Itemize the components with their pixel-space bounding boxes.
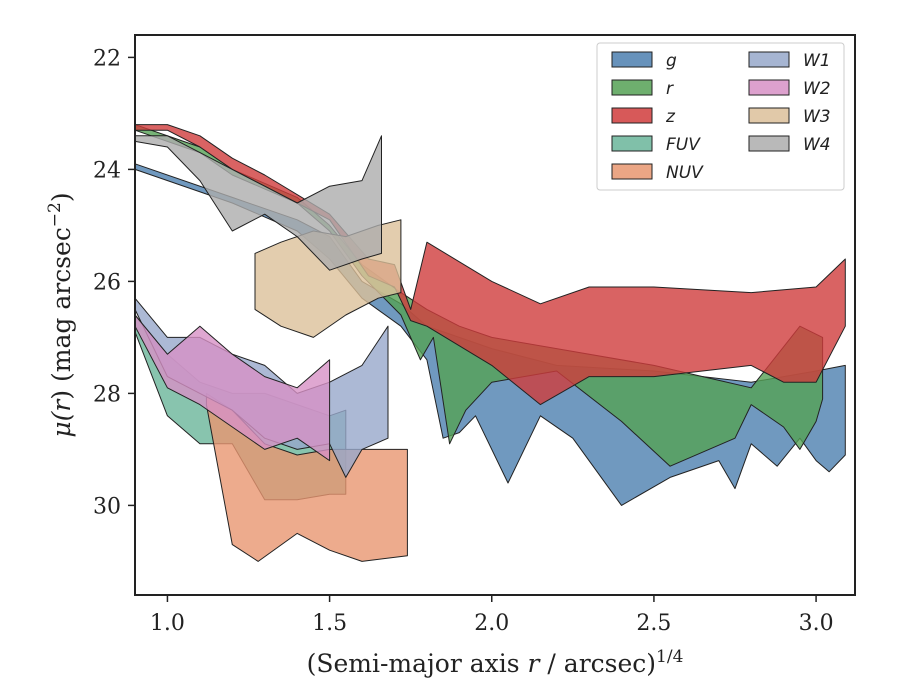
- legend-label: g: [666, 51, 677, 71]
- legend-item-z: z: [611, 107, 676, 127]
- legend-item-g: g: [611, 51, 677, 71]
- legend-label: W3: [803, 107, 831, 127]
- legend-item-w1: W1: [748, 51, 831, 71]
- legend-label: W4: [803, 135, 831, 155]
- legend-swatch: [611, 135, 653, 152]
- legend-item-nuv: NUV: [611, 163, 704, 183]
- y-tick-label: 28: [93, 382, 121, 407]
- legend-swatch: [748, 107, 790, 124]
- legend-item-w2: W2: [748, 79, 831, 99]
- legend-label: NUV: [666, 163, 704, 183]
- x-axis-ticks: 1.0 1.5 2.0 2.5 3.0: [150, 595, 834, 636]
- legend-item-w3: W3: [748, 107, 831, 127]
- x-tick-label: 1.5: [312, 611, 347, 636]
- plot-frame: [134, 34, 856, 596]
- legend-swatch: [748, 135, 790, 152]
- legend-swatch: [748, 79, 790, 96]
- legend-swatch: [611, 51, 653, 68]
- y-axis-label: μ(r) (mag arcsec−2): [45, 192, 76, 437]
- band-w2: [134, 314, 331, 462]
- data-bands: [134, 124, 846, 562]
- legend-label: W1: [803, 51, 831, 71]
- y-tick-label: 30: [93, 494, 121, 519]
- y-tick-label: 26: [93, 270, 121, 295]
- legend-swatch: [611, 163, 653, 180]
- band-w4: [134, 135, 382, 271]
- band-nuv: [205, 392, 408, 562]
- x-tick-label: 3.0: [799, 611, 834, 636]
- y-tick-label: 22: [93, 46, 121, 71]
- legend-label: W2: [803, 79, 831, 99]
- legend-label: r: [666, 79, 674, 99]
- x-tick-label: 2.0: [474, 611, 509, 636]
- legend-label: z: [665, 107, 676, 127]
- y-axis-ticks: 22 24 26 28 30: [93, 46, 135, 519]
- legend-swatch: [748, 51, 790, 68]
- legend-item-r: r: [611, 79, 674, 99]
- legend-item-w4: W4: [748, 135, 831, 155]
- x-tick-label: 2.5: [636, 611, 671, 636]
- x-tick-label: 1.0: [150, 611, 185, 636]
- legend-label: FUV: [666, 135, 701, 155]
- y-tick-label: 24: [93, 158, 121, 183]
- legend: grz FUV NUV W1 W2 W3 W4: [596, 42, 845, 191]
- legend-item-fuv: FUV: [611, 135, 701, 155]
- legend-swatch: [611, 107, 653, 124]
- legend-swatch: [611, 79, 653, 96]
- x-axis-label: (Semi-major axis r / arcsec)1/4: [307, 647, 684, 678]
